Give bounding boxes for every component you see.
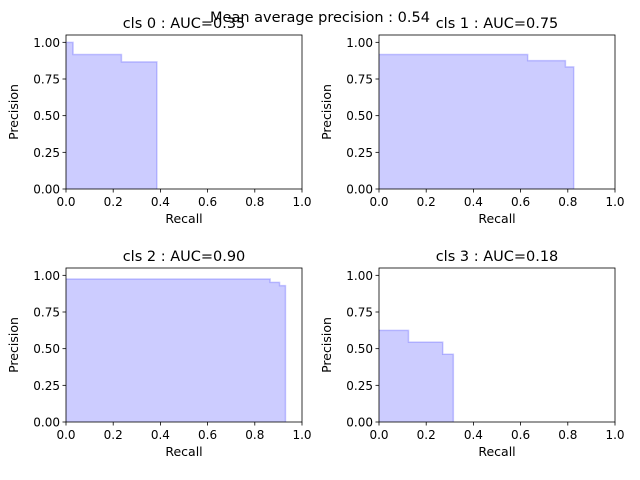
y-tick-label: 0.75 — [346, 306, 373, 320]
x-tick-label: 0.2 — [104, 428, 123, 442]
x-tick-label: 0.4 — [464, 195, 483, 209]
x-tick-label: 1.0 — [605, 428, 624, 442]
x-tick-label: 1.0 — [605, 195, 624, 209]
axes-frame — [65, 34, 303, 190]
y-tick-label: 1.00 — [346, 269, 373, 283]
axes-frame — [378, 267, 616, 423]
x-tick-label: 0.0 — [56, 428, 75, 442]
y-tick-label: 0.25 — [33, 146, 60, 160]
x-tick-label: 0.6 — [511, 195, 530, 209]
x-tick-label: 0.2 — [417, 195, 436, 209]
pr-step-line — [66, 41, 158, 189]
x-tick-label: 0.4 — [464, 428, 483, 442]
axes-frame — [65, 267, 303, 423]
y-tick-label: 0.25 — [346, 379, 373, 393]
subplot-1: 0.0 0.2 0.4 0.6 0.8 1.0 0.00 0.25 0.50 0.75 1.00 cl… — [319, 16, 625, 226]
axes-frame — [378, 34, 616, 190]
y-tick-label: 1.00 — [346, 36, 373, 50]
subplot-title: cls 3 : AUC=0.18 — [436, 249, 559, 265]
x-tick-label: 1.0 — [292, 428, 311, 442]
x-axis-label: Recall — [165, 444, 202, 459]
y-tick-label: 0.50 — [346, 109, 373, 123]
y-tick-label: 1.00 — [33, 36, 60, 50]
subplot-title: cls 2 : AUC=0.90 — [123, 249, 246, 265]
pr-area-fill — [379, 54, 574, 189]
pr-step-line — [379, 53, 575, 189]
x-tick-label: 0.6 — [198, 428, 217, 442]
y-axis-label: Precision — [6, 317, 21, 373]
x-tick-label: 0.8 — [245, 195, 264, 209]
y-axis-label: Precision — [6, 84, 21, 140]
subplot-3: 0.0 0.2 0.4 0.6 0.8 1.0 0.00 0.25 0.50 0.75 1.00 cl… — [319, 249, 625, 459]
x-tick-label: 0.4 — [151, 195, 170, 209]
y-tick-label: 0.00 — [33, 183, 60, 197]
subplot-title: cls 0 : AUC=0.35 — [123, 16, 246, 32]
y-tick-label: 1.00 — [33, 269, 60, 283]
x-tick-label: 0.0 — [369, 195, 388, 209]
pr-step-line — [379, 329, 455, 422]
subplot-title: cls 1 : AUC=0.75 — [436, 16, 559, 32]
x-tick-label: 0.0 — [56, 195, 75, 209]
x-tick-label: 0.8 — [558, 195, 577, 209]
x-axis-label: Recall — [478, 211, 515, 226]
y-tick-label: 0.75 — [33, 306, 60, 320]
x-tick-label: 0.8 — [245, 428, 264, 442]
pr-area-fill — [66, 279, 286, 422]
y-tick-label: 0.50 — [346, 342, 373, 356]
y-axis-label: Precision — [319, 317, 334, 373]
y-tick-label: 0.00 — [33, 416, 60, 430]
pr-step-line — [66, 278, 287, 422]
y-tick-label: 0.50 — [33, 109, 60, 123]
y-tick-label: 0.75 — [346, 73, 373, 87]
y-tick-label: 0.75 — [33, 73, 60, 87]
x-axis-label: Recall — [478, 444, 515, 459]
y-axis-label: Precision — [319, 84, 334, 140]
y-tick-label: 0.00 — [346, 183, 373, 197]
x-axis-label: Recall — [165, 211, 202, 226]
x-tick-label: 1.0 — [292, 195, 311, 209]
y-tick-label: 0.50 — [33, 342, 60, 356]
figure-suptitle: Mean average precision : 0.54 — [210, 10, 430, 26]
y-tick-label: 0.25 — [346, 146, 373, 160]
pr-area-fill — [379, 330, 454, 422]
subplot-0: 0.0 0.2 0.4 0.6 0.8 1.0 0.00 0.25 0.50 0.75 1.00 cl… — [6, 16, 312, 226]
x-tick-label: 0.2 — [417, 428, 436, 442]
y-tick-label: 0.25 — [33, 379, 60, 393]
x-tick-label: 0.0 — [369, 428, 388, 442]
subplot-2: 0.0 0.2 0.4 0.6 0.8 1.0 0.00 0.25 0.50 0.75 1.00 cl… — [6, 249, 312, 459]
x-tick-label: 0.6 — [511, 428, 530, 442]
x-tick-label: 0.6 — [198, 195, 217, 209]
x-tick-label: 0.2 — [104, 195, 123, 209]
pr-area-fill — [66, 42, 157, 190]
x-tick-label: 0.8 — [558, 428, 577, 442]
y-tick-label: 0.00 — [346, 416, 373, 430]
x-tick-label: 0.4 — [151, 428, 170, 442]
